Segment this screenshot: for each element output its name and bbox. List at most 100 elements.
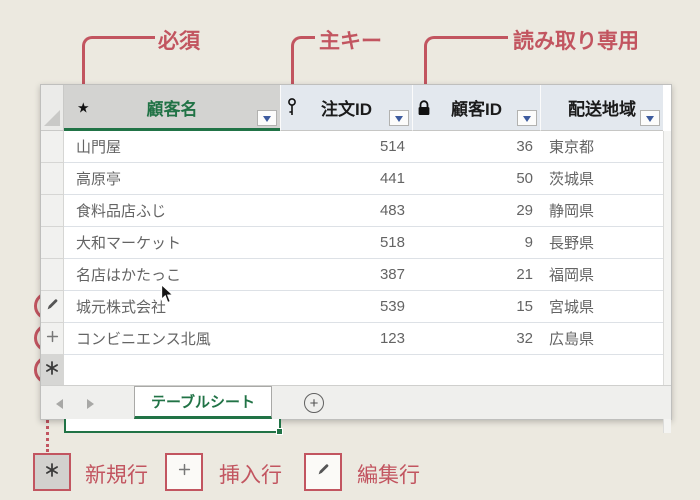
table-body: 山門屋 514 36 東京都 高原亭 441 50 茨城県 食料品店ふじ 483… bbox=[41, 131, 671, 435]
cell-region[interactable]: 長野県 bbox=[549, 235, 595, 252]
select-all-corner-cell[interactable] bbox=[41, 85, 64, 131]
cell-customer[interactable]: コンビニエンス北風 bbox=[76, 331, 211, 348]
cell-order-id[interactable]: 518 bbox=[379, 234, 405, 251]
cell-order-id-empty[interactable] bbox=[281, 355, 413, 386]
cell-customer-id[interactable]: 32 bbox=[516, 330, 533, 347]
asterisk-new-row-icon bbox=[44, 360, 60, 381]
legend-box-edit-row bbox=[304, 453, 342, 491]
chevron-right-icon[interactable] bbox=[87, 399, 94, 409]
cell-order-id[interactable]: 123 bbox=[379, 330, 405, 347]
cell-order-id[interactable]: 387 bbox=[379, 266, 405, 283]
sheet-tab-label: テーブルシート bbox=[150, 394, 256, 411]
chevron-down-icon bbox=[646, 116, 654, 126]
row-selector[interactable] bbox=[41, 259, 64, 291]
table-row[interactable]: 大和マーケット 518 9 長野県 bbox=[41, 227, 671, 259]
table-row[interactable]: 山門屋 514 36 東京都 bbox=[41, 131, 671, 163]
row-selector[interactable] bbox=[41, 323, 64, 355]
column-header-label: 顧客ID bbox=[451, 100, 502, 119]
cell-customer[interactable]: 名店はかたっこ bbox=[76, 267, 182, 284]
filter-dropdown-button[interactable] bbox=[640, 110, 660, 126]
required-annotation-label: 必須 bbox=[158, 30, 200, 53]
callout-line-required bbox=[82, 36, 155, 93]
row-selector-new[interactable] bbox=[41, 355, 64, 387]
row-selector[interactable] bbox=[41, 163, 64, 195]
table-row[interactable]: 城元株式会社 539 15 宮城県 bbox=[41, 291, 671, 323]
star-required-icon: ★ bbox=[77, 99, 90, 115]
cell-customer[interactable]: 大和マーケット bbox=[76, 235, 182, 252]
cell-order-id[interactable]: 539 bbox=[379, 298, 405, 315]
filter-dropdown-button[interactable] bbox=[517, 110, 537, 126]
row-selector[interactable] bbox=[41, 195, 64, 227]
column-header-label: 顧客名 bbox=[146, 100, 198, 119]
column-header-customer-name[interactable]: ★ 顧客名 bbox=[64, 85, 281, 131]
callout-line-primary-key bbox=[291, 36, 315, 93]
data-grid: ★ 顧客名 注文ID 顧客ID 配送地域 bbox=[40, 84, 672, 435]
circle-plus-icon[interactable]: + bbox=[304, 393, 324, 413]
vertical-scrollbar[interactable] bbox=[663, 131, 671, 433]
sheet-tab-table-sheet[interactable]: テーブルシート bbox=[134, 386, 272, 419]
cell-customer-id[interactable]: 9 bbox=[524, 234, 533, 251]
primary-key-annotation-label: 主キー bbox=[319, 30, 382, 53]
legend-box-new-row bbox=[33, 453, 71, 491]
row-selector[interactable] bbox=[41, 131, 64, 163]
cell-customer-empty[interactable] bbox=[64, 355, 281, 386]
corner-triangle-icon bbox=[44, 110, 60, 126]
selected-column-underline bbox=[64, 128, 280, 131]
sheet-bar: テーブルシート + bbox=[41, 385, 671, 419]
plus-insert-row-icon bbox=[177, 462, 192, 482]
callout-line-readonly bbox=[424, 36, 508, 92]
chevron-down-icon bbox=[523, 116, 531, 126]
column-header-order-id[interactable]: 注文ID bbox=[281, 85, 413, 131]
cell-customer-id[interactable]: 15 bbox=[516, 298, 533, 315]
lock-readonly-icon bbox=[416, 98, 432, 117]
readonly-annotation-label: 読み取り専用 bbox=[513, 30, 639, 53]
legend-label-insert-row: 挿入行 bbox=[219, 464, 282, 487]
column-header-label: 注文ID bbox=[321, 100, 372, 119]
pencil-edit-row-icon bbox=[45, 297, 60, 317]
filter-dropdown-button[interactable] bbox=[257, 110, 277, 126]
table-row[interactable]: 高原亭 441 50 茨城県 bbox=[41, 163, 671, 195]
pencil-edit-row-icon bbox=[316, 462, 331, 482]
cell-region-empty[interactable] bbox=[541, 355, 663, 386]
cell-customer[interactable]: 山門屋 bbox=[76, 139, 122, 156]
cell-customer-id[interactable]: 21 bbox=[516, 266, 533, 283]
cell-customer[interactable]: 食料品店ふじ bbox=[76, 203, 167, 220]
cell-customer-id[interactable]: 50 bbox=[516, 170, 533, 187]
cell-order-id[interactable]: 514 bbox=[379, 138, 405, 155]
cell-order-id[interactable]: 483 bbox=[379, 202, 405, 219]
row-selector[interactable] bbox=[41, 227, 64, 259]
cell-customer[interactable]: 高原亭 bbox=[76, 171, 122, 188]
cell-customer[interactable]: 城元株式会社 bbox=[76, 299, 167, 316]
plus-insert-row-icon bbox=[45, 329, 60, 349]
cell-order-id[interactable]: 441 bbox=[379, 170, 405, 187]
row-selector[interactable] bbox=[41, 291, 64, 323]
chevron-left-icon[interactable] bbox=[56, 399, 63, 409]
cell-region[interactable]: 福岡県 bbox=[549, 267, 595, 284]
filter-dropdown-button[interactable] bbox=[389, 110, 409, 126]
fill-handle[interactable] bbox=[276, 428, 283, 435]
legend-label-edit-row: 編集行 bbox=[357, 464, 420, 487]
table-row[interactable]: コンビニエンス北風 123 32 広島県 bbox=[41, 323, 671, 355]
cell-region[interactable]: 茨城県 bbox=[549, 171, 595, 188]
asterisk-new-row-icon bbox=[44, 462, 60, 483]
cell-region[interactable]: 静岡県 bbox=[549, 203, 595, 220]
cell-customer-id[interactable]: 36 bbox=[516, 138, 533, 155]
mouse-cursor bbox=[160, 283, 175, 310]
cell-region[interactable]: 広島県 bbox=[549, 331, 595, 348]
table-row[interactable]: 食料品店ふじ 483 29 静岡県 bbox=[41, 195, 671, 227]
cell-region[interactable]: 東京都 bbox=[549, 139, 595, 156]
column-header-customer-id[interactable]: 顧客ID bbox=[413, 85, 541, 131]
column-header-region[interactable]: 配送地域 bbox=[541, 85, 663, 131]
key-primary-icon bbox=[285, 97, 299, 119]
cell-region[interactable]: 宮城県 bbox=[549, 299, 595, 316]
table-row-new[interactable] bbox=[41, 355, 671, 387]
table-row[interactable]: 名店はかたっこ 387 21 福岡県 bbox=[41, 259, 671, 291]
header-row: ★ 顧客名 注文ID 顧客ID 配送地域 bbox=[41, 85, 671, 131]
chevron-down-icon bbox=[395, 116, 403, 126]
chevron-down-icon bbox=[263, 116, 271, 126]
cell-customer-id-empty[interactable] bbox=[413, 355, 541, 386]
column-header-label: 配送地域 bbox=[568, 100, 636, 119]
legend-label-new-row: 新規行 bbox=[85, 464, 148, 487]
cell-customer-id[interactable]: 29 bbox=[516, 202, 533, 219]
